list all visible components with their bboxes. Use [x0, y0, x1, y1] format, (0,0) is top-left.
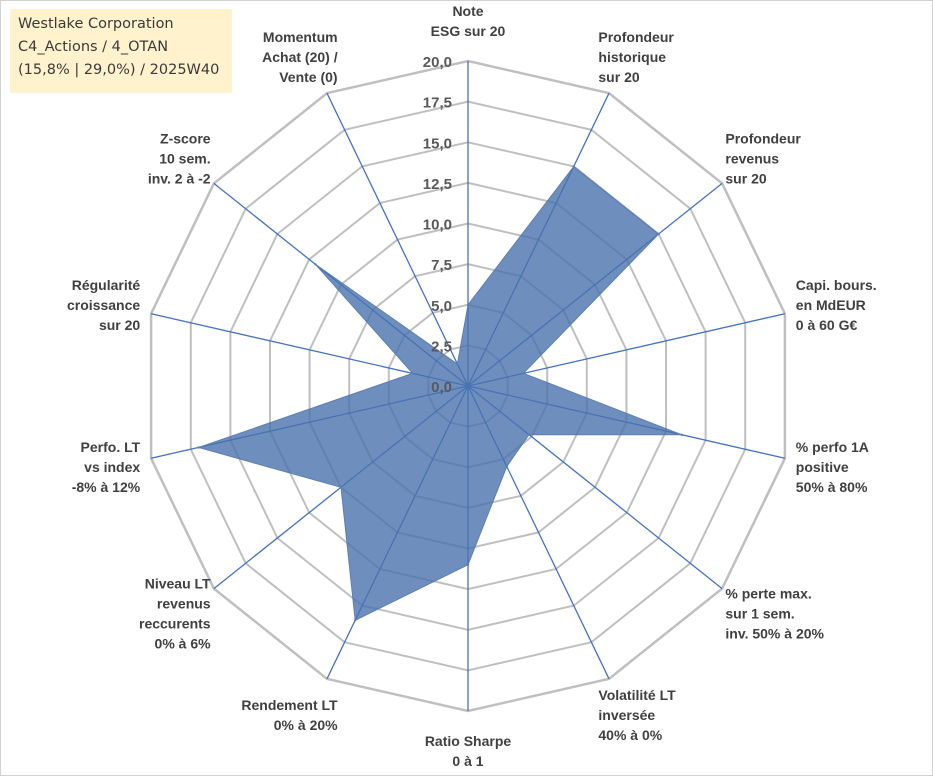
- axis-label-line: Note: [452, 3, 483, 19]
- data-point: [339, 486, 343, 489]
- axis-label: Z-score 10 sem. inv. 2 à -2: [148, 130, 211, 186]
- axis-label-line: 0% à 6%: [155, 636, 212, 652]
- axis-label-line: Niveau LT: [145, 576, 211, 592]
- axis-label: Régularité croissance sur 20: [67, 277, 140, 333]
- axis-label-line: Profondeur: [598, 29, 674, 45]
- tick-label: 10,0: [423, 217, 452, 234]
- axis-label-line: % perfo 1A: [796, 439, 869, 455]
- data-point: [314, 263, 317, 266]
- axis-label-line: inv. 2 à -2: [148, 170, 211, 186]
- tick-label: 5,0: [431, 298, 452, 315]
- axis-label-line: inversée: [598, 707, 655, 723]
- axis-label-line: historique: [598, 49, 666, 65]
- axis-label-line: vs index: [84, 459, 140, 475]
- tick-label: 7,5: [431, 257, 452, 274]
- axis-label: Perfo. LT vs index -8% à 12%: [72, 439, 141, 495]
- axis-label: Niveau LT revenus reccurents 0% à 6%: [139, 576, 211, 652]
- axis-label-line: Rendement LT: [241, 697, 338, 713]
- tick-label: 0,0: [431, 379, 452, 396]
- axis-label-line: Régularité: [72, 277, 141, 293]
- data-point: [522, 372, 525, 375]
- axis-label: Capi. bours. en MdEUR 0 à 60 G€: [796, 277, 877, 333]
- axis-label-line: 0 à 1: [452, 753, 483, 769]
- data-point: [657, 232, 660, 236]
- axis-label-line: 40% à 0%: [598, 727, 662, 743]
- axis-label-line: sur 1 sem.: [725, 606, 794, 622]
- axis-label-line: inv. 50% à 20%: [725, 626, 824, 642]
- data-point: [466, 563, 470, 566]
- axis-label: % perfo 1A positive 50% à 80%: [796, 439, 869, 495]
- axis-label-line: reccurents: [139, 616, 211, 632]
- radar-series: [197, 165, 684, 622]
- axis-label-line: Momentum: [263, 29, 338, 45]
- axis-label-line: Perfo. LT: [81, 439, 141, 455]
- data-point: [466, 303, 470, 306]
- axis-label-line: 50% à 80%: [796, 479, 868, 495]
- axis-label-line: 0% à 20%: [274, 717, 338, 733]
- axis-label: % perte max. sur 1 sem. inv. 50% à 20%: [725, 586, 824, 642]
- data-point: [572, 165, 575, 168]
- axis-label: Rendement LT 0% à 20%: [241, 697, 338, 733]
- axis-label: Profondeur revenus sur 20: [725, 130, 801, 186]
- axis-label: Volatilité LT inversée 40% à 0%: [598, 687, 676, 743]
- tick-label: 20,0: [423, 54, 452, 71]
- axis-label: Ratio Sharpe 0 à 1: [425, 733, 512, 769]
- axis-spoke: [326, 92, 469, 387]
- data-point: [680, 433, 684, 436]
- axis-label-line: Ratio Sharpe: [425, 733, 512, 749]
- axis-label-line: en MdEUR: [796, 297, 866, 313]
- tick-label: 2,5: [431, 338, 452, 355]
- title-line-category: C4_Actions / 4_OTAN: [18, 39, 169, 55]
- axis-label-line: % perte max.: [725, 586, 811, 602]
- axis-label-line: revenus: [725, 150, 779, 166]
- title-line-stats: (15,8% | 29,0%) / 2025W40: [18, 62, 220, 78]
- chart-title-box: Westlake Corporation C4_Actions / 4_OTAN…: [10, 9, 232, 93]
- axis-label-line: revenus: [157, 596, 211, 612]
- axis-labels: Note ESG sur 20 Profondeur historique sur 20…: [67, 3, 877, 769]
- data-point: [527, 433, 531, 436]
- axis-label-line: -8% à 12%: [72, 479, 141, 495]
- axis-label-line: sur 20: [725, 170, 766, 186]
- axis-label-line: sur 20: [598, 69, 639, 85]
- axis-label-line: 10 sem.: [159, 150, 210, 166]
- axis-label-line: croissance: [67, 297, 140, 313]
- axis-label-line: Achat (20) /: [262, 49, 338, 65]
- axis-label: Note ESG sur 20: [431, 3, 506, 39]
- axis-label-line: 0 à 60 G€: [796, 317, 858, 333]
- data-point: [456, 362, 459, 366]
- axis-label-line: Z-score: [160, 130, 211, 146]
- radial-tick-labels: 0,0 2,5 5,0 7,5 10,0 12,5 15,0 17,5 20,0: [423, 54, 452, 396]
- data-point: [505, 465, 508, 468]
- axis-label: Momentum Achat (20) / Vente (0): [262, 29, 338, 85]
- tick-label: 17,5: [423, 95, 452, 112]
- axis-label-line: ESG sur 20: [431, 23, 506, 39]
- axis-label-line: Vente (0): [279, 69, 337, 85]
- title-line-company: Westlake Corporation: [18, 16, 174, 32]
- data-point: [197, 446, 200, 449]
- axis-label-line: Profondeur: [725, 130, 801, 146]
- tick-label: 12,5: [423, 176, 452, 193]
- axis-label-line: Volatilité LT: [598, 687, 676, 703]
- tick-label: 15,0: [423, 135, 452, 152]
- data-point: [411, 372, 414, 375]
- axis-label-line: positive: [796, 459, 849, 475]
- axis-label-line: Capi. bours.: [796, 277, 877, 293]
- data-point: [354, 619, 357, 622]
- axis-label: Profondeur historique sur 20: [598, 29, 674, 85]
- axis-label-line: sur 20: [99, 317, 140, 333]
